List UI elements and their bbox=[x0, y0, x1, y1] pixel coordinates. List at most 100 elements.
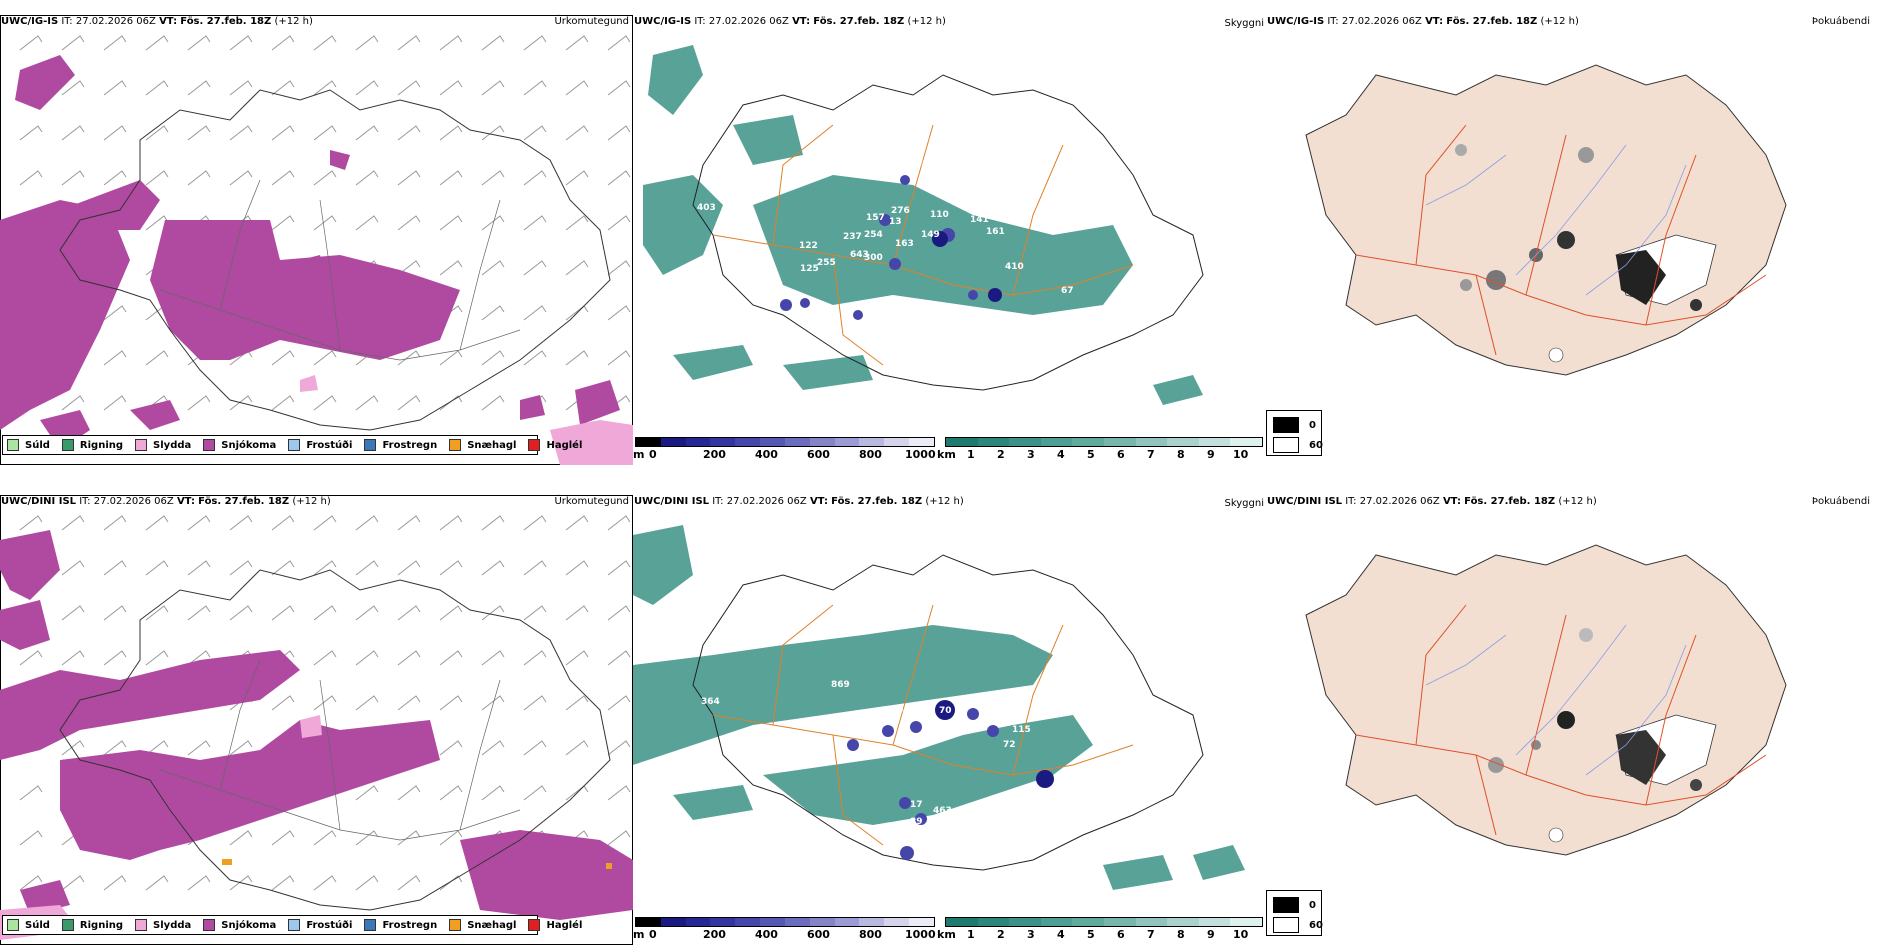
visibility-colorbar-segment bbox=[1198, 438, 1231, 446]
wind-barb bbox=[19, 875, 43, 891]
vis-label: 115 bbox=[1012, 725, 1031, 735]
panel-name: Skyggni bbox=[1224, 18, 1264, 29]
wind-barb bbox=[19, 125, 43, 141]
visibility-colorbar-segment bbox=[1135, 438, 1168, 446]
wind-barb bbox=[607, 650, 631, 666]
wind-barb bbox=[313, 350, 337, 366]
wind-barb bbox=[397, 515, 421, 531]
panel-title: UWC/DINI ISL IT: 27.02.2026 06Z VT: Fös.… bbox=[634, 496, 964, 507]
panel-name: Þokuábendi bbox=[1811, 496, 1870, 507]
vis-label: 300 bbox=[864, 253, 883, 263]
wind-barb bbox=[439, 260, 463, 276]
wind-barb bbox=[523, 125, 547, 141]
legend-item-frostudi: Frostúði bbox=[288, 919, 352, 931]
wind-barb bbox=[271, 350, 295, 366]
wind-barb bbox=[523, 350, 547, 366]
wind-barb bbox=[523, 560, 547, 576]
visibility-colorbar-segment bbox=[977, 918, 1010, 926]
rivers bbox=[1425, 624, 1687, 776]
wind-barb bbox=[61, 875, 85, 891]
wind-barb bbox=[607, 35, 631, 51]
wind-barb bbox=[313, 395, 337, 411]
wind-barb bbox=[439, 875, 463, 891]
vis-label: 183 bbox=[1061, 774, 1080, 784]
coastline bbox=[692, 554, 1204, 871]
wind-barb bbox=[607, 80, 631, 96]
sleet-area bbox=[300, 375, 633, 465]
vis-label: 72 bbox=[1003, 740, 1016, 750]
legend-item-snaehagl: Snæhagl bbox=[449, 439, 516, 451]
precip-type-map bbox=[0, 35, 633, 465]
wind-barb bbox=[187, 395, 211, 411]
fog-legend-item: 60 bbox=[1273, 917, 1323, 933]
wind-barb bbox=[439, 785, 463, 801]
wind-barb bbox=[481, 695, 505, 711]
panel-name: Úrkomutegund bbox=[554, 496, 629, 507]
wind-barb bbox=[61, 650, 85, 666]
wind-barb bbox=[523, 215, 547, 231]
height-colorbar-segment bbox=[909, 918, 934, 926]
legend-item-sudl: Súld bbox=[7, 439, 50, 451]
wind-barb bbox=[355, 695, 379, 711]
visibility-colorbar-segment bbox=[1167, 438, 1199, 446]
height-colorbar-segment bbox=[884, 918, 910, 926]
wind-barb bbox=[271, 395, 295, 411]
wind-barb bbox=[19, 170, 43, 186]
wind-barb bbox=[187, 650, 211, 666]
vis-label: 89 bbox=[910, 817, 923, 827]
wind-barb bbox=[481, 260, 505, 276]
wind-barb bbox=[145, 170, 169, 186]
height-colorbar-segment bbox=[834, 438, 860, 446]
wind-barb bbox=[439, 515, 463, 531]
wind-barb bbox=[271, 695, 295, 711]
wind-barb bbox=[523, 650, 547, 666]
wind-barb bbox=[229, 605, 253, 621]
precip-type-legend: Súld Rigning Slydda Snjókoma Frostúði Fr… bbox=[2, 435, 582, 455]
wind-barb bbox=[271, 830, 295, 846]
wind-barb bbox=[481, 215, 505, 231]
wind-barb bbox=[607, 605, 631, 621]
wind-barb bbox=[481, 350, 505, 366]
wind-barb bbox=[355, 830, 379, 846]
legend-item-frostregn: Frostregn bbox=[364, 439, 437, 451]
fog-legend-item: 0 bbox=[1273, 897, 1316, 913]
height-colorbar-segment bbox=[636, 918, 661, 926]
vis-label: 67 bbox=[1061, 286, 1074, 296]
visibility-colorbar-segment bbox=[1167, 918, 1199, 926]
panel-name: Skyggni bbox=[1224, 498, 1264, 509]
wind-barb bbox=[439, 35, 463, 51]
legend-item-haglel: Haglél bbox=[528, 439, 582, 451]
wind-barb bbox=[523, 695, 547, 711]
wind-barb bbox=[607, 695, 631, 711]
wind-barb bbox=[103, 560, 127, 576]
wind-barb bbox=[313, 125, 337, 141]
wind-barb bbox=[187, 170, 211, 186]
fog-patches bbox=[1488, 628, 1717, 843]
wind-barb bbox=[145, 875, 169, 891]
wind-barb bbox=[523, 35, 547, 51]
wind-barb bbox=[565, 740, 589, 756]
height-colorbar-segment bbox=[735, 438, 761, 446]
wind-barb bbox=[355, 170, 379, 186]
land-area bbox=[1305, 64, 1787, 376]
wind-barb bbox=[523, 170, 547, 186]
coastline bbox=[59, 89, 611, 431]
panel-name: Þokuábendi bbox=[1811, 16, 1870, 27]
wind-barb bbox=[187, 125, 211, 141]
wind-barb bbox=[523, 305, 547, 321]
visibility-colorbar-segment bbox=[1009, 918, 1041, 926]
fog-index-map bbox=[1305, 64, 1787, 376]
wind-barb bbox=[103, 80, 127, 96]
row-2-precip-type-panel: UWC/DINI ISL IT: 27.02.2026 06Z VT: Fös.… bbox=[0, 490, 633, 945]
wind-barb bbox=[103, 395, 127, 411]
vis-label: 643 bbox=[850, 250, 869, 260]
land-area bbox=[1305, 544, 1787, 856]
height-colorbar-segment bbox=[710, 438, 736, 446]
wind-barb bbox=[397, 695, 421, 711]
vis-label: 47 bbox=[995, 707, 1008, 717]
wind-barb bbox=[397, 80, 421, 96]
wind-barb bbox=[313, 695, 337, 711]
visibility-colorbar: km 1 2 3 4 5 6 7 8 9 10 bbox=[937, 437, 1263, 461]
height-colorbar-segment bbox=[834, 918, 860, 926]
vis-label: 15 bbox=[908, 333, 921, 343]
